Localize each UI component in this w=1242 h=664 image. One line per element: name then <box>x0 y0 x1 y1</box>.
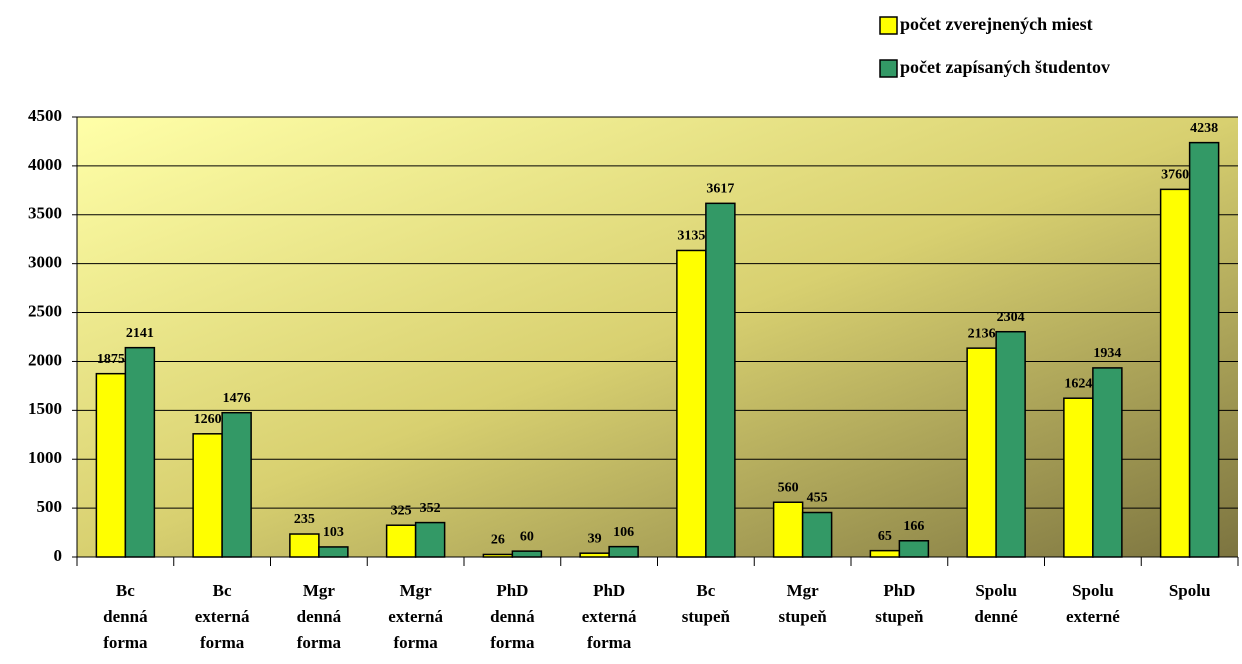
bar <box>511 550 543 558</box>
x-tick-label: stupeň <box>779 607 828 626</box>
x-tick-label: Bc <box>696 581 715 600</box>
x-tick-label: Spolu <box>1072 581 1114 600</box>
x-tick-label: forma <box>200 633 245 652</box>
x-tick-label: Spolu <box>975 581 1017 600</box>
value-label: 3617 <box>706 182 734 197</box>
x-tick-label: externá <box>195 607 250 626</box>
x-tick-label: Mgr <box>787 581 820 600</box>
value-label: 2136 <box>968 326 996 341</box>
bar <box>414 521 446 558</box>
value-label: 1934 <box>1093 346 1121 361</box>
y-tick-label: 3500 <box>28 204 62 223</box>
x-tick-label: externá <box>582 607 637 626</box>
x-tick-label: denná <box>103 607 148 626</box>
value-label: 2304 <box>997 310 1025 325</box>
x-tick-label: denná <box>490 607 535 626</box>
bar <box>95 372 127 558</box>
bar <box>705 202 736 558</box>
y-tick-label: 2000 <box>28 350 62 369</box>
y-tick-label: 0 <box>54 546 63 565</box>
x-tick-label: Bc <box>213 581 232 600</box>
value-label: 352 <box>420 501 441 516</box>
y-tick-label: 2500 <box>28 301 62 320</box>
value-label: 3760 <box>1161 168 1189 183</box>
value-label: 325 <box>391 503 412 518</box>
y-tick-label: 500 <box>37 497 63 516</box>
y-tick-label: 4500 <box>28 106 62 125</box>
x-tick-label: PhD <box>496 581 528 600</box>
plot-area <box>77 117 1238 557</box>
value-label: 106 <box>613 525 634 540</box>
bar <box>579 552 610 558</box>
bar <box>898 540 930 558</box>
x-tick-label: Mgr <box>400 581 433 600</box>
legend-label: počet zapísaných študentov <box>900 57 1110 77</box>
value-label: 1476 <box>223 391 251 406</box>
bar <box>482 553 514 558</box>
bar <box>1188 141 1220 558</box>
bar <box>192 433 223 558</box>
x-tick-label: Bc <box>116 581 135 600</box>
value-label: 235 <box>294 512 315 527</box>
value-label: 2141 <box>126 326 154 341</box>
legend-swatch <box>879 16 898 35</box>
x-tick-label: forma <box>587 633 632 652</box>
bar <box>1159 188 1191 558</box>
value-label: 166 <box>903 519 924 534</box>
value-label: 26 <box>491 533 505 548</box>
x-tick-label: Mgr <box>303 581 336 600</box>
x-tick-label: denná <box>297 607 342 626</box>
value-label: 60 <box>520 529 534 544</box>
value-label: 560 <box>778 480 799 495</box>
bar <box>995 330 1026 558</box>
value-label: 1875 <box>97 352 125 367</box>
x-tick-label: stupeň <box>682 607 731 626</box>
bar <box>608 545 639 558</box>
legend-swatch <box>879 59 898 78</box>
value-label: 103 <box>323 525 344 540</box>
bar <box>966 347 997 558</box>
value-label: 4238 <box>1190 121 1218 136</box>
x-tick-label: forma <box>393 633 438 652</box>
y-tick-label: 4000 <box>28 155 62 174</box>
bar <box>289 533 320 558</box>
value-label: 455 <box>807 491 828 506</box>
x-tick-label: externé <box>1066 607 1120 626</box>
x-tick-label: forma <box>490 633 535 652</box>
value-label: 65 <box>878 529 892 544</box>
bar <box>1063 397 1094 558</box>
value-label: 1260 <box>194 412 222 427</box>
x-tick-label: PhD <box>593 581 625 600</box>
bar <box>221 411 252 558</box>
x-tick-label: forma <box>103 633 148 652</box>
x-tick-label: PhD <box>883 581 915 600</box>
bar <box>318 546 349 558</box>
value-label: 3135 <box>677 229 705 244</box>
y-tick-label: 1000 <box>28 448 62 467</box>
x-tick-label: denné <box>974 607 1018 626</box>
value-label: 39 <box>588 531 602 546</box>
x-tick-label: Spolu <box>1169 581 1211 600</box>
value-label: 1624 <box>1064 376 1092 391</box>
bar <box>385 524 417 558</box>
x-tick-label: forma <box>297 633 342 652</box>
y-tick-label: 1500 <box>28 399 62 418</box>
x-tick-label: stupeň <box>875 607 924 626</box>
bar <box>772 501 804 558</box>
x-tick-label: externá <box>388 607 443 626</box>
legend-label: počet zverejnených miest <box>900 14 1093 34</box>
y-tick-label: 3000 <box>28 253 62 272</box>
bar <box>124 346 156 558</box>
bar <box>1092 367 1123 558</box>
bar <box>869 549 901 558</box>
bar <box>801 511 833 558</box>
bar <box>676 249 707 558</box>
